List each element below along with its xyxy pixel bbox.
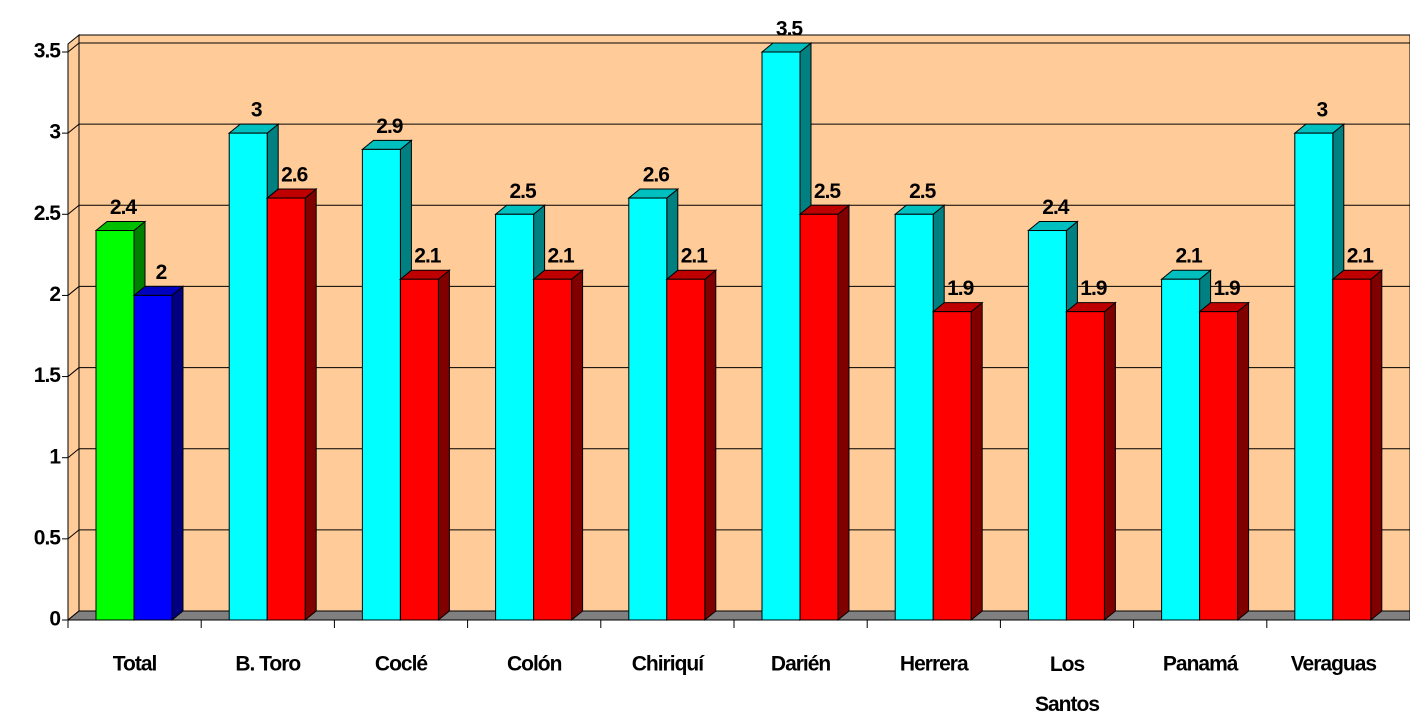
- value-label: 1.9: [1080, 277, 1107, 300]
- bar: [228, 132, 268, 621]
- x-tick-label: Coclé: [375, 653, 428, 676]
- grid-line-side: [67, 448, 80, 459]
- y-tick-label: 2: [49, 283, 60, 306]
- value-label: 3.5: [776, 18, 804, 41]
- bar-side: [1370, 269, 1383, 622]
- grid-line-side: [67, 204, 80, 215]
- bar: [95, 230, 135, 621]
- bar: [932, 311, 972, 621]
- bar: [495, 213, 535, 621]
- bar-side: [571, 269, 584, 622]
- bar: [1027, 230, 1067, 621]
- bar-side: [304, 188, 317, 622]
- value-label: 2.1: [681, 245, 709, 268]
- value-label: 2.5: [909, 180, 937, 203]
- grid-line-side: [67, 42, 80, 53]
- x-tick-label: Colón: [507, 653, 562, 676]
- bar: [399, 278, 439, 621]
- bar: [1065, 311, 1105, 621]
- bar: [533, 278, 573, 621]
- bar-side: [970, 301, 983, 622]
- x-tick-line: Santos: [1035, 693, 1099, 716]
- bar: [133, 294, 173, 621]
- bar-side: [171, 285, 184, 622]
- grid-line-side: [67, 286, 80, 296]
- bar-side: [837, 204, 850, 622]
- bar: [361, 148, 401, 621]
- value-label: 3: [1316, 99, 1327, 122]
- grid-line-side: [67, 123, 80, 134]
- bar: [1332, 278, 1372, 621]
- bar: [894, 213, 934, 621]
- value-label: 2.9: [376, 115, 403, 138]
- value-label: 2.6: [643, 164, 670, 187]
- bar-side: [1237, 301, 1250, 622]
- value-label: 3: [251, 99, 262, 122]
- grid-line-side: [67, 367, 80, 377]
- bar: [266, 197, 306, 621]
- value-label: 2: [156, 261, 167, 284]
- y-tick-label: 0.5: [34, 526, 62, 549]
- bar: [666, 278, 706, 621]
- y-tick-label: 2.5: [34, 202, 62, 225]
- x-tick-label: Panamá: [1163, 653, 1239, 676]
- side-wall: [67, 33, 80, 622]
- x-tick-label: Darién: [771, 653, 831, 676]
- y-tick-label: 1.5: [34, 364, 62, 387]
- x-tick-label: Veraguas: [1291, 653, 1377, 676]
- bar: [1161, 278, 1201, 621]
- y-tick-label: 1: [49, 445, 61, 468]
- bar: [799, 213, 839, 621]
- value-label: 2.4: [1042, 196, 1070, 219]
- value-label: 2.1: [547, 245, 575, 268]
- x-tick-label: Los Santos: [1035, 653, 1099, 716]
- bar-side: [1103, 301, 1116, 622]
- bar-side: [437, 269, 450, 622]
- x-tick-label: Chiriquí: [632, 653, 705, 676]
- value-label: 1.9: [1213, 277, 1240, 300]
- bar-side: [704, 269, 717, 622]
- value-label: 2.4: [110, 196, 138, 219]
- value-label: 2.1: [414, 245, 442, 268]
- value-label: 2.5: [814, 180, 842, 203]
- value-label: 2.5: [509, 180, 537, 203]
- bar: [761, 51, 801, 621]
- value-label: 2.1: [1347, 245, 1375, 268]
- value-label: 1.9: [947, 277, 974, 300]
- value-label: 2.6: [281, 164, 308, 187]
- x-tick-label: Total: [113, 653, 157, 676]
- value-label: 2.1: [1175, 245, 1203, 268]
- bar: [1199, 311, 1239, 621]
- y-tick-label: 0: [49, 608, 60, 631]
- x-tick-line: Los: [1050, 653, 1085, 676]
- bar: [628, 197, 668, 621]
- bar: [1294, 132, 1334, 621]
- x-tick-label: B. Toro: [235, 653, 300, 676]
- y-tick-label: 3: [49, 121, 60, 144]
- grid-line-side: [67, 529, 80, 540]
- x-tick-label: Herrera: [900, 653, 969, 676]
- y-tick-label: 3.5: [34, 40, 62, 63]
